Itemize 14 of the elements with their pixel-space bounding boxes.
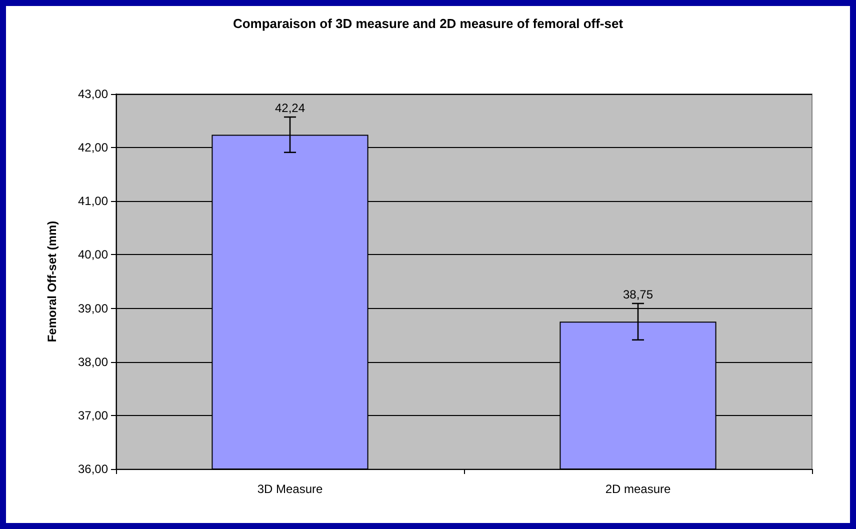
- y-tick-label: 37,00: [78, 408, 108, 422]
- y-tick-label: 38,00: [78, 354, 108, 369]
- y-tick-label: 36,00: [78, 462, 108, 476]
- x-tick-label: 3D Measure: [257, 482, 323, 496]
- y-tick-label: 41,00: [78, 194, 108, 208]
- data-label: 42,24: [274, 101, 306, 116]
- y-tick-label: 40,00: [78, 248, 108, 262]
- data-label: 38,75: [622, 287, 654, 302]
- x-tick-label: 2D measure: [605, 482, 671, 496]
- y-axis-title: Femoral Off-set (mm): [45, 220, 59, 342]
- y-tick-label: 42,00: [78, 140, 108, 155]
- y-tick-label: 39,00: [78, 301, 108, 316]
- chart-title: Comparaison of 3D measure and 2D measure of femoral off-set: [232, 16, 624, 31]
- y-tick-label: 43,00: [78, 87, 108, 101]
